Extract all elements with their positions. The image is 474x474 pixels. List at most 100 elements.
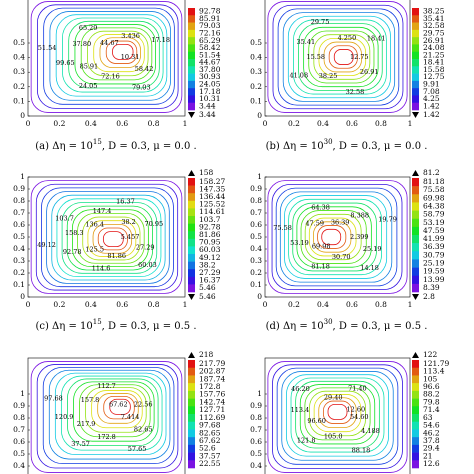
contour xyxy=(304,387,371,441)
colorbar-cell xyxy=(412,360,419,369)
colorbar-label: 38.2 xyxy=(199,260,216,269)
panel: 12.75 26.91 32.58 38.25 41.08 15.58 35.41 29.75… xyxy=(250,0,445,152)
colorbar-label: 32.58 xyxy=(423,21,445,30)
colorbar-label: 75.58 xyxy=(423,185,445,194)
caption: (b) Δη = 1030, D = 0.3, μ = 0.0 . xyxy=(266,138,428,152)
contour xyxy=(51,194,166,281)
contour-label: 49.12 xyxy=(37,241,56,249)
x-tick-label: 0.6 xyxy=(346,119,358,128)
colorbar-cell xyxy=(412,267,419,277)
contour xyxy=(97,227,128,251)
x-tick-label: 0.4 xyxy=(85,300,97,309)
x-tick-label: 0 xyxy=(263,119,268,128)
colorbar-cell xyxy=(412,444,419,453)
colorbar-cell xyxy=(188,383,195,392)
contour-label: 36.39 xyxy=(331,219,350,227)
colorbar-cell xyxy=(412,367,419,376)
colorbar-label: 21.25 xyxy=(423,50,445,59)
colorbar-cell xyxy=(188,59,195,67)
contour xyxy=(267,361,408,473)
colorbar-label: 58.79 xyxy=(423,210,445,219)
colorbar-max: 122 xyxy=(423,350,438,359)
colorbar-label: 202.87 xyxy=(199,367,225,376)
contour xyxy=(321,228,342,246)
colorbar-label: 9.91 xyxy=(423,80,440,89)
y-tick-label: 0.9 xyxy=(13,401,25,410)
contour xyxy=(318,37,367,77)
colorbar-cell xyxy=(412,37,419,45)
y-tick-label: 0.1 xyxy=(250,96,262,105)
contour-label: 172.8 xyxy=(97,433,116,441)
y-tick-label: 0.6 xyxy=(13,437,25,446)
colorbar-cell xyxy=(188,73,195,82)
contour-label: 60.03 xyxy=(138,261,157,269)
contour-label: 92.78 xyxy=(63,248,82,256)
contour-label: 4.188 xyxy=(361,427,380,435)
colorbar-cell xyxy=(188,367,195,376)
colorbar-cell xyxy=(188,95,195,104)
contour xyxy=(77,213,145,264)
colorbar-label: 60.03 xyxy=(199,245,221,254)
colorbar-cell xyxy=(188,200,195,209)
min-marker xyxy=(412,112,419,118)
colorbar-cell xyxy=(188,178,195,186)
contour xyxy=(102,231,124,247)
y-tick-label: 0.7 xyxy=(13,208,25,217)
x-tick-label: 0.8 xyxy=(375,300,387,309)
colorbar-cell xyxy=(412,194,419,203)
colorbar-label: 49.12 xyxy=(199,253,221,262)
y-tick-label: 0.3 xyxy=(250,67,262,76)
colorbar-label: 81.18 xyxy=(423,177,445,186)
colorbar-label: 30.93 xyxy=(199,72,221,81)
colorbar-cell xyxy=(412,210,419,220)
colorbar-cell xyxy=(188,444,195,453)
max-marker xyxy=(412,352,419,358)
y-tick-label: 0 xyxy=(257,111,262,120)
caption-exponent: 15 xyxy=(93,318,102,326)
colorbar-cell xyxy=(188,208,195,217)
colorbar-label: 19.59 xyxy=(423,267,445,276)
colorbar-label: 12.75 xyxy=(423,72,445,81)
colorbar-cell xyxy=(188,406,195,415)
contour xyxy=(72,209,149,268)
x-tick-label: 0.8 xyxy=(148,300,160,309)
contour xyxy=(267,180,408,294)
contour-label: 96.60 xyxy=(307,417,326,425)
contour xyxy=(46,191,170,284)
contour xyxy=(35,183,179,291)
colorbar-label: 12.6 xyxy=(423,459,440,468)
y-tick-label: 0.4 xyxy=(250,53,262,62)
y-tick-label: 0.3 xyxy=(13,67,25,76)
contour xyxy=(296,206,372,268)
colorbar-label: 112.69 xyxy=(199,413,225,422)
colorbar-label: 64.38 xyxy=(423,202,445,211)
colorbar-label: 24.08 xyxy=(423,43,445,52)
colorbar-label: 22.55 xyxy=(199,459,221,468)
y-tick-label: 0.1 xyxy=(13,96,25,105)
y-tick-label: 0.4 xyxy=(13,244,25,253)
caption-suffix: , D = 0.3, μ = 0.0 . xyxy=(333,141,428,152)
y-tick-label: 0.1 xyxy=(13,280,25,289)
x-tick-label: 1 xyxy=(408,300,413,309)
y-tick-label: 1 xyxy=(257,172,262,181)
contour xyxy=(272,4,404,110)
colorbar-label: 24.05 xyxy=(199,80,221,89)
contour xyxy=(277,8,400,106)
colorbar-cell xyxy=(188,223,195,232)
contour-label: 38.25 xyxy=(319,72,338,80)
colorbar-cell xyxy=(412,15,419,23)
contour xyxy=(93,34,145,73)
caption-exponent: 30 xyxy=(324,138,333,146)
colorbar-cell xyxy=(412,243,419,252)
contour xyxy=(66,205,153,271)
colorbar-cell xyxy=(412,8,419,16)
contour xyxy=(293,19,387,95)
colorbar-cell xyxy=(412,452,419,461)
y-tick-label: 0.4 xyxy=(13,53,25,62)
y-tick-label: 0.1 xyxy=(250,280,262,289)
contour xyxy=(82,216,141,261)
contour-label: 37.80 xyxy=(73,40,92,48)
y-tick-label: 1 xyxy=(20,389,25,398)
contour xyxy=(328,45,358,69)
colorbar-cell xyxy=(188,246,195,255)
